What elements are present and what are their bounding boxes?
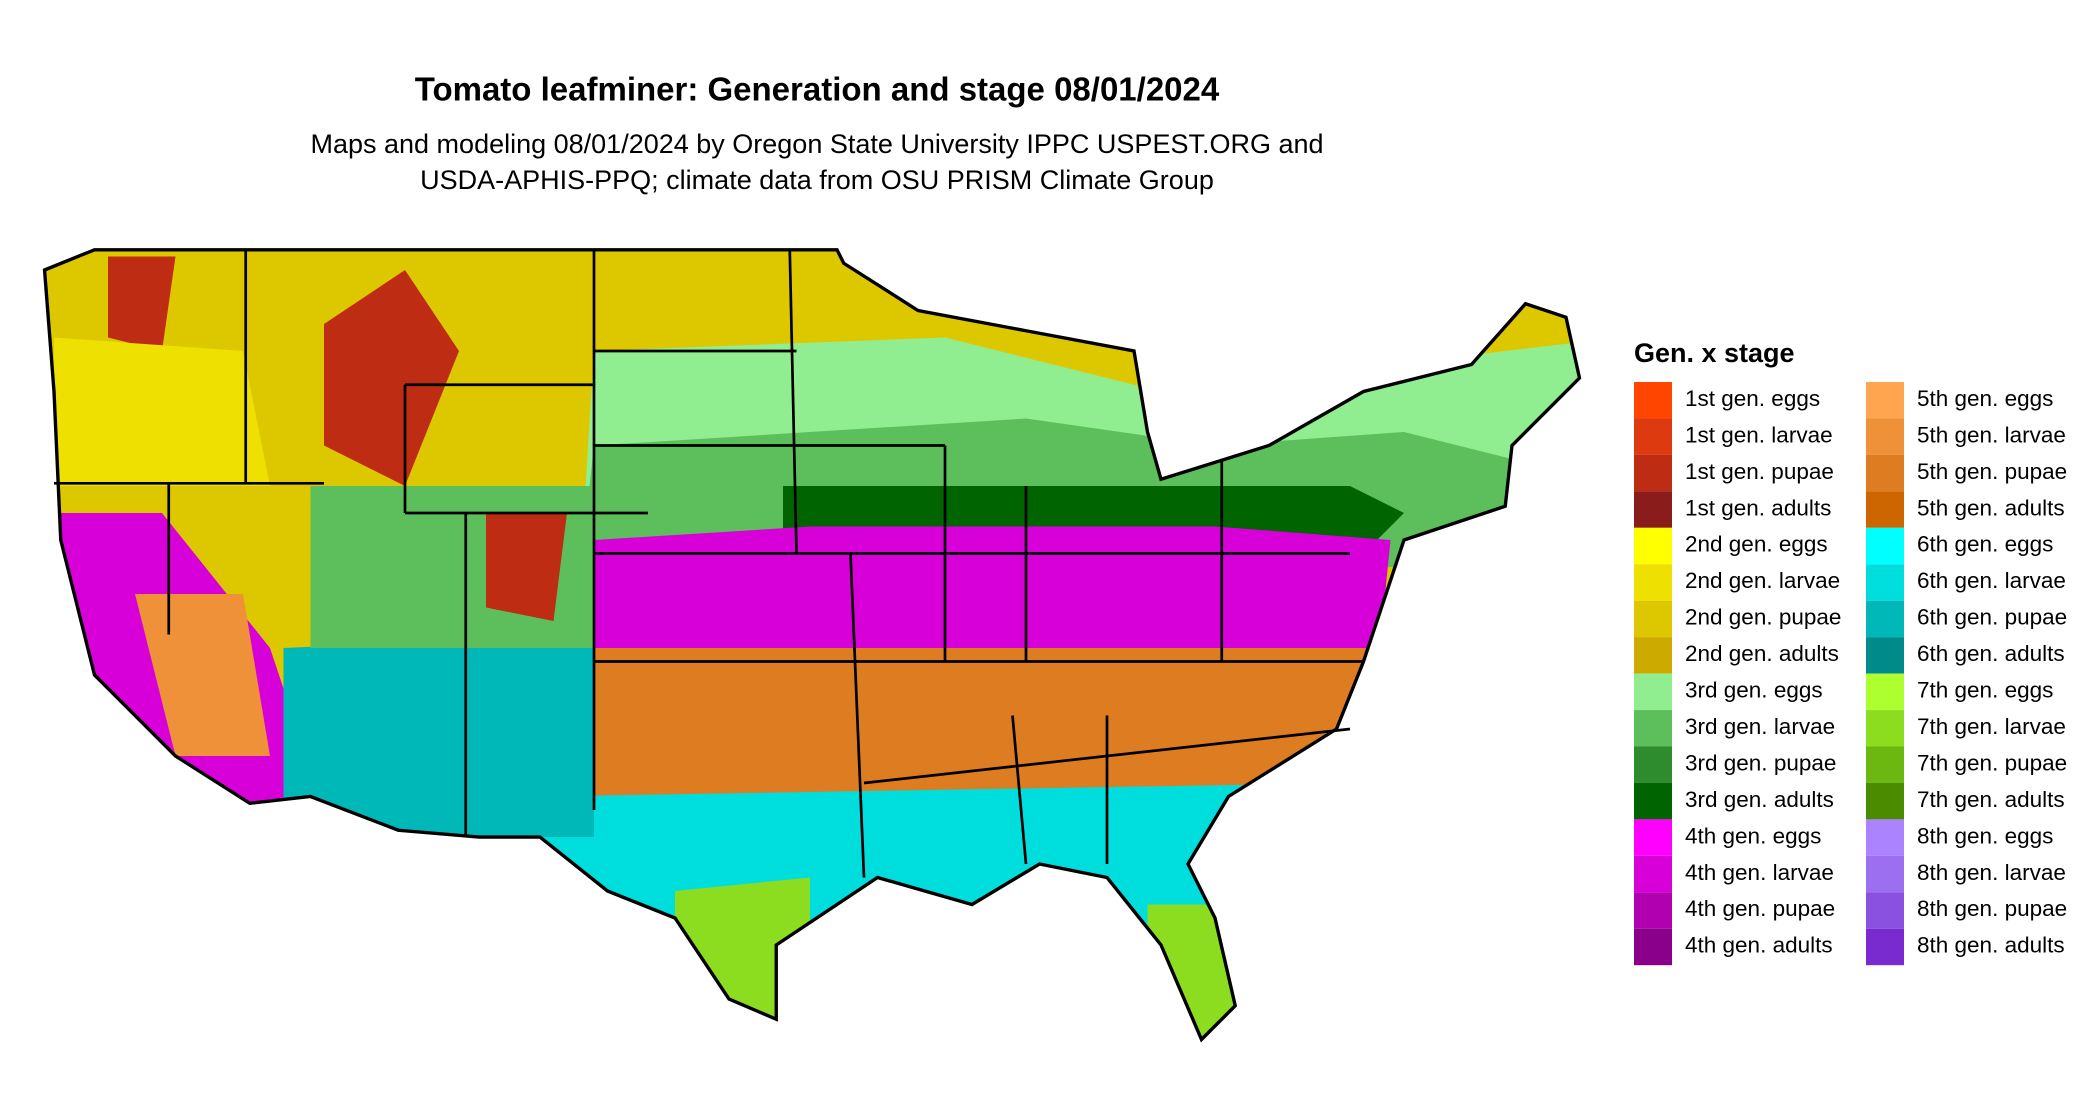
- legend-swatch: [1866, 454, 1904, 492]
- legend-label: 1st gen. eggs: [1685, 386, 1820, 411]
- legend-label: 1st gen. adults: [1685, 495, 1831, 520]
- legend-swatch: [1634, 491, 1672, 528]
- legend-swatch: [1634, 564, 1672, 601]
- legend-swatch: [1866, 819, 1904, 856]
- legend-label: 6th gen. adults: [1917, 641, 2065, 666]
- legend-label: 7th gen. larvae: [1917, 714, 2066, 739]
- legend-label: 6th gen. larvae: [1917, 568, 2066, 593]
- legend-swatch: [1634, 673, 1672, 711]
- legend-label: 7th gen. adults: [1917, 787, 2065, 812]
- legend-swatch: [1634, 746, 1672, 783]
- legend-label: 8th gen. larvae: [1917, 860, 2066, 885]
- legend-label: 7th gen. eggs: [1917, 678, 2053, 703]
- us-map: [42, 248, 1582, 1043]
- legend-label: 6th gen. pupae: [1917, 605, 2067, 630]
- legend-label: 2nd gen. adults: [1685, 641, 1839, 666]
- map-title: Tomato leafminer: Generation and stage 0…: [415, 71, 1220, 108]
- legend-swatch: [1634, 819, 1672, 856]
- legend-swatch: [1634, 418, 1672, 455]
- legend-swatch: [1866, 746, 1904, 783]
- legend-swatch: [1634, 637, 1672, 674]
- legend-swatch: [1634, 600, 1672, 638]
- legend-label: 1st gen. pupae: [1685, 459, 1834, 484]
- legend-swatch: [1866, 637, 1904, 674]
- legend-swatch: [1634, 527, 1672, 565]
- legend-swatch: [1634, 710, 1672, 747]
- legend-swatch: [1634, 855, 1672, 893]
- legend-swatch: [1866, 673, 1904, 711]
- legend-label: 4th gen. pupae: [1685, 896, 1835, 921]
- legend-label: 3rd gen. adults: [1685, 787, 1834, 812]
- legend-label: 5th gen. pupae: [1917, 459, 2067, 484]
- legend-swatch: [1866, 928, 1904, 966]
- legend-swatch: [1866, 527, 1904, 565]
- legend-label: 8th gen. pupae: [1917, 896, 2067, 921]
- legend-label: 5th gen. adults: [1917, 495, 2065, 520]
- legend-swatch: [1866, 564, 1904, 601]
- legend-label: 8th gen. eggs: [1917, 823, 2053, 848]
- legend-label: 5th gen. larvae: [1917, 422, 2066, 447]
- legend-title: Gen. x stage: [1634, 338, 1795, 368]
- legend-swatch: [1866, 418, 1904, 455]
- legend-swatch: [1634, 892, 1672, 929]
- legend-label: 2nd gen. eggs: [1685, 532, 1828, 557]
- legend-label: 6th gen. eggs: [1917, 532, 2053, 557]
- legend-swatch: [1634, 382, 1672, 419]
- legend-swatch: [1866, 855, 1904, 893]
- legend-label: 3rd gen. eggs: [1685, 678, 1823, 703]
- legend-label: 8th gen. adults: [1917, 933, 2065, 958]
- map-subtitle: USDA-APHIS-PPQ; climate data from OSU PR…: [420, 165, 1214, 195]
- legend-swatch: [1866, 892, 1904, 929]
- legend-label: 4th gen. larvae: [1685, 860, 1834, 885]
- legend-label: 1st gen. larvae: [1685, 422, 1833, 447]
- legend-swatch: [1866, 382, 1904, 419]
- legend-label: 3rd gen. pupae: [1685, 750, 1836, 775]
- legend-label: 7th gen. pupae: [1917, 750, 2067, 775]
- legend-label: 3rd gen. larvae: [1685, 714, 1835, 739]
- legend-swatch: [1866, 782, 1904, 820]
- legend-swatch: [1634, 454, 1672, 492]
- legend-swatch: [1866, 710, 1904, 747]
- legend-label: 4th gen. eggs: [1685, 823, 1821, 848]
- legend-swatch: [1634, 782, 1672, 820]
- legend-swatch: [1634, 928, 1672, 966]
- legend: 1st gen. eggs 1st gen. larvae 1st gen. pup…: [1634, 382, 2067, 966]
- map-subtitle: Maps and modeling 08/01/2024 by Oregon S…: [310, 129, 1323, 159]
- legend-label: 2nd gen. larvae: [1685, 568, 1840, 593]
- legend-label: 5th gen. eggs: [1917, 386, 2053, 411]
- legend-label: 4th gen. adults: [1685, 933, 1833, 958]
- legend-swatch: [1866, 600, 1904, 638]
- legend-swatch: [1866, 491, 1904, 528]
- legend-label: 2nd gen. pupae: [1685, 605, 1841, 630]
